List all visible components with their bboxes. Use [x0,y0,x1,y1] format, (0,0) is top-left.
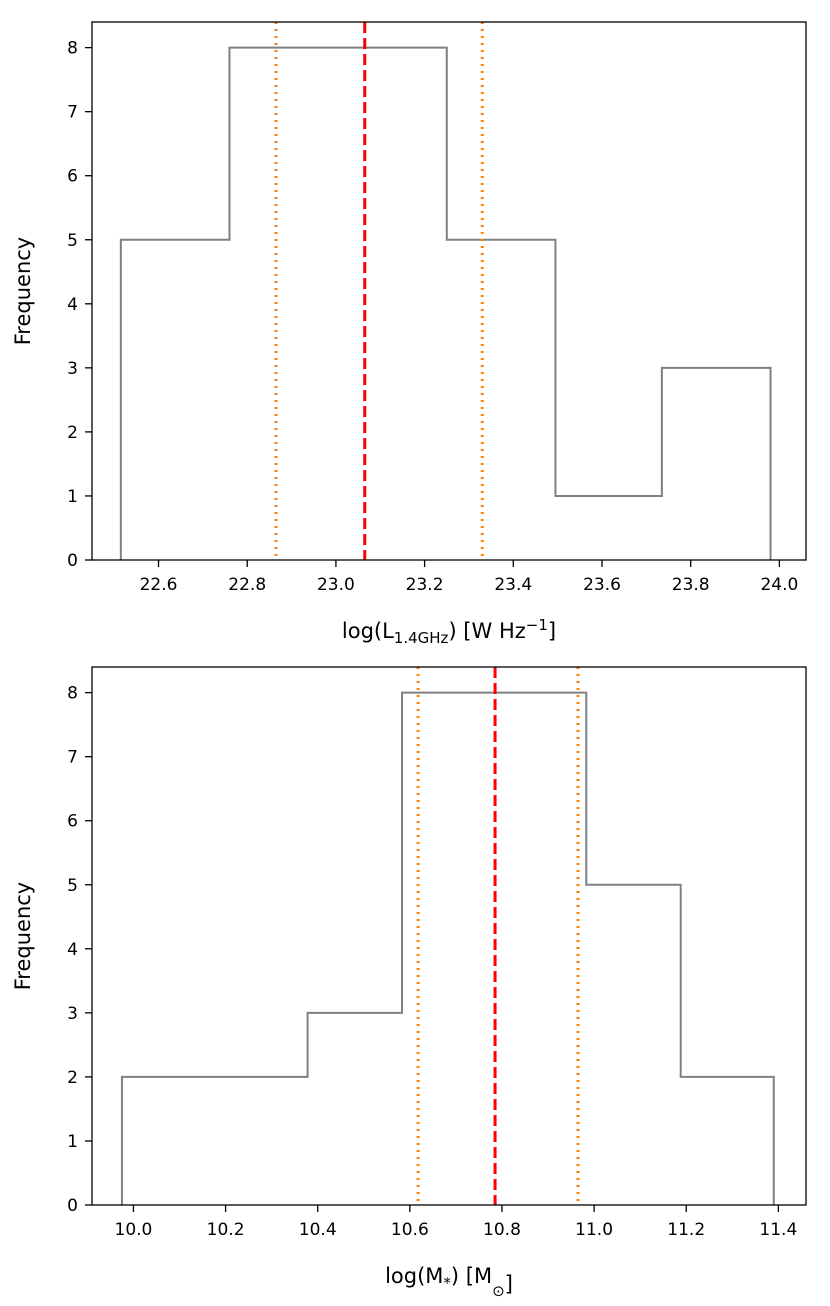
x-tick-label: 10.6 [391,1220,429,1240]
histogram-step-outline [120,691,775,1205]
x-tick-label: 23.8 [672,575,710,595]
x-tick-label: 11.2 [667,1220,705,1240]
y-tick-label: 3 [67,359,78,379]
y-tick-label: 0 [67,551,78,571]
y-tick-label: 5 [67,876,78,896]
x-axis-label: log(L1.4GHz) [W Hz−1] [342,616,556,647]
y-axis-label: Frequency [11,882,35,991]
y-axis-label: Frequency [11,237,35,346]
x-tick-label: 22.6 [140,575,178,595]
y-tick-label: 0 [67,1196,78,1216]
y-tick-label: 7 [67,103,78,123]
y-tick-label: 7 [67,748,78,768]
luminosity-histogram-panel: 22.6 22.8 23.0 23.2 23.4 23.6 23.8 24.0 0 1 2 3 4 5 6 7… [11,21,807,647]
x-tick-label: 10.8 [483,1220,521,1240]
x-tick-label: 10.4 [299,1220,337,1240]
x-tick-label: 10.2 [207,1220,245,1240]
y-tick-label: 8 [67,684,78,704]
x-tick-label: 11.4 [759,1220,797,1240]
y-tick-label: 6 [67,812,78,832]
stellar-mass-histogram-panel: 10.0 10.2 10.4 10.6 10.8 11.0 11.2 11.4 0 1 2 3 4 5 6 7… [11,666,807,1300]
x-tick-label: 10.0 [115,1220,153,1240]
histogram-step-outline [119,46,772,560]
x-tick-label: 23.4 [494,575,532,595]
x-tick-label: 23.2 [406,575,444,595]
x-tick-label: 23.6 [583,575,621,595]
y-tick-label: 3 [67,1004,78,1024]
x-tick-label: 23.0 [317,575,355,595]
x-tick-label: 24.0 [760,575,798,595]
y-tick-label: 2 [67,1068,78,1088]
x-axis-label: log(M*) [M⊙] [385,1264,513,1300]
axes-frame [91,666,807,1206]
x-tick-label: 22.8 [228,575,266,595]
y-tick-label: 6 [67,167,78,187]
y-tick-label: 1 [67,1132,78,1152]
y-tick-label: 5 [67,231,78,251]
y-tick-label: 8 [67,39,78,59]
y-tick-label: 4 [67,940,78,960]
y-tick-label: 2 [67,423,78,443]
y-tick-label: 1 [67,487,78,507]
x-tick-label: 11.0 [575,1220,613,1240]
axes-frame [91,21,807,561]
y-tick-label: 4 [67,295,78,315]
